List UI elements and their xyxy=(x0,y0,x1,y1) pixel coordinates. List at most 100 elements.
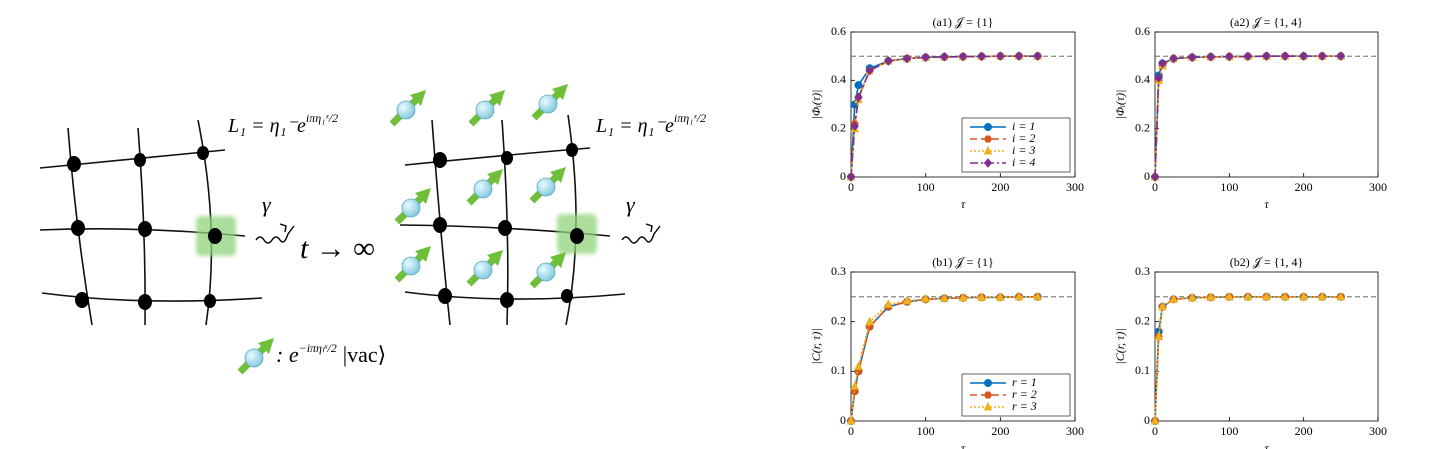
y-tick-label: 0 xyxy=(840,413,846,427)
x-tick-label: 200 xyxy=(991,424,1009,438)
marker xyxy=(865,316,874,326)
y-tick-label: 0.2 xyxy=(1135,313,1150,327)
marker xyxy=(1014,291,1024,301)
left-nodes xyxy=(67,146,222,310)
marker xyxy=(854,361,863,370)
x-axis-label: τ xyxy=(1264,197,1269,211)
marker xyxy=(1169,53,1178,64)
y-tick-label: 0 xyxy=(840,169,846,183)
diagram: L₁ = η₁⁻eiπη₁ˣ/2 γ t → ∞ L₁ = η₁⁻eiπη₁ˣ/… xyxy=(39,84,706,372)
marker xyxy=(1225,51,1234,62)
marker xyxy=(1150,172,1160,182)
legend-box xyxy=(961,373,1071,417)
marker xyxy=(1243,291,1253,301)
x-tick-label: 100 xyxy=(917,424,935,438)
x-tick-label: 200 xyxy=(1295,424,1313,438)
marker xyxy=(958,292,968,302)
legend-label: i = 1 xyxy=(1012,119,1035,133)
legend-marker xyxy=(983,391,993,399)
y-tick-label: 0.4 xyxy=(1135,72,1150,86)
y-tick-label: 0.2 xyxy=(1135,120,1150,134)
marker xyxy=(1206,52,1215,62)
y-tick-label: 0.2 xyxy=(831,313,846,327)
legend-marker xyxy=(984,123,993,131)
legend-marker xyxy=(983,145,993,155)
marker xyxy=(977,51,986,62)
y-tick-label: 0.2 xyxy=(831,120,846,134)
marker xyxy=(1033,51,1042,61)
legend-marker xyxy=(984,379,993,387)
marker xyxy=(1317,291,1327,301)
x-tick-label: 100 xyxy=(1220,180,1238,194)
marker xyxy=(1158,58,1167,69)
marker xyxy=(902,53,912,64)
legend-marker xyxy=(983,135,993,143)
marker xyxy=(1299,291,1308,301)
marker xyxy=(846,172,856,182)
y-tick-label: 0.1 xyxy=(1135,363,1150,377)
emission xyxy=(621,223,661,244)
gamma: γ xyxy=(626,192,636,217)
marker xyxy=(940,293,949,302)
marker xyxy=(1318,51,1327,61)
y-axis-label: |Φᵢ(τ)| xyxy=(809,90,823,120)
marker xyxy=(854,92,863,103)
marker xyxy=(1299,51,1308,61)
marker xyxy=(977,292,986,301)
x-tick-label: 100 xyxy=(1220,424,1238,438)
y-tick-label: 0.3 xyxy=(831,264,846,278)
operator-label: L₁ = η₁⁻eiπη₁ˣ/2 xyxy=(227,111,338,137)
marker xyxy=(850,121,859,132)
marker xyxy=(1154,331,1164,341)
marker xyxy=(921,52,930,63)
charts: 0 100 200 300 0 0.2 0.4 0.6 (a1) 𝒥 = {1} τ |Φᵢ(τ)|… xyxy=(809,15,1387,449)
x-tick-label: 0 xyxy=(848,424,854,438)
marker xyxy=(1243,51,1253,62)
right-nodes xyxy=(433,143,584,308)
x-tick-label: 0 xyxy=(848,180,854,194)
spin-key xyxy=(240,338,274,372)
marker xyxy=(1336,291,1346,301)
x-axis-label: τ xyxy=(1264,441,1269,449)
y-tick-label: 0.4 xyxy=(831,72,846,86)
chart-title: (b1) 𝒥 = {1} xyxy=(932,255,994,269)
marker xyxy=(1154,73,1163,83)
legend-label: r = 3 xyxy=(1012,399,1037,413)
y-tick-label: 0.1 xyxy=(831,363,846,377)
x-tick-label: 300 xyxy=(1369,180,1387,194)
x-tick-label: 200 xyxy=(1295,180,1313,194)
marker xyxy=(1014,51,1024,61)
marker xyxy=(996,51,1005,61)
y-axis-label: |Φᵢ(τ)| xyxy=(1113,90,1127,120)
marker xyxy=(921,293,930,303)
x-tick-label: 100 xyxy=(917,180,935,194)
marker xyxy=(846,415,856,425)
marker xyxy=(865,65,874,76)
marker xyxy=(1187,292,1197,302)
legend-label: i = 4 xyxy=(1012,155,1035,169)
legend-marker xyxy=(983,401,993,411)
x-axis-label: τ xyxy=(961,197,966,211)
y-axis-label: |C(r, τ)| xyxy=(809,328,823,364)
x-tick-label: 0 xyxy=(1152,424,1158,438)
marker xyxy=(1188,52,1197,63)
legend-marker xyxy=(983,158,993,168)
chart-title: (b2) 𝒥 = {1, 4} xyxy=(1230,255,1304,269)
gamma: γ xyxy=(262,192,272,217)
marker xyxy=(854,81,863,90)
marker xyxy=(1150,415,1160,425)
legend-label: i = 2 xyxy=(1012,131,1035,145)
marker xyxy=(850,381,860,390)
x-tick-label: 300 xyxy=(1066,424,1084,438)
marker xyxy=(958,51,968,62)
marker xyxy=(1280,291,1290,301)
y-tick-label: 0.3 xyxy=(1135,264,1150,278)
chart-title: (a2) 𝒥 = {1, 4} xyxy=(1230,15,1303,29)
marker xyxy=(940,52,949,62)
marker xyxy=(1262,291,1271,301)
time-limit: t → ∞ xyxy=(300,232,375,265)
legend-label: r = 2 xyxy=(1012,387,1037,401)
marker xyxy=(1225,291,1234,301)
spin-legend: : e−iπηₗˣ/2 |vac⟩ xyxy=(276,341,386,367)
